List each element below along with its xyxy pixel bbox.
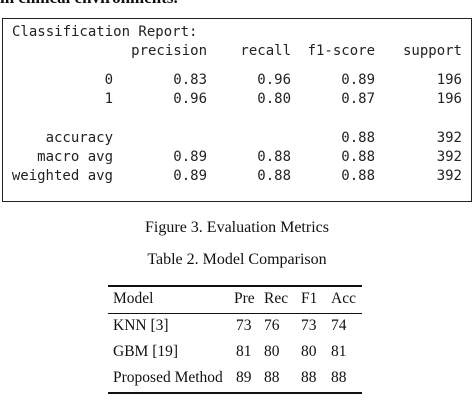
table-cell: 81 <box>331 343 347 360</box>
table-cell: 88 <box>331 369 347 386</box>
report-label: 1 <box>104 91 113 107</box>
report-cell: 0.96 <box>173 91 207 107</box>
report-cell: 0.88 <box>341 149 375 165</box>
table-header: Pre <box>234 290 255 307</box>
report-cell: 0.80 <box>257 91 291 107</box>
rule <box>108 285 362 287</box>
report-column: precision <box>131 43 207 59</box>
report-title: Classification Report: <box>12 24 198 40</box>
report-cell: 0.88 <box>341 168 375 184</box>
report-cell: 0.89 <box>173 168 207 184</box>
report-cell: 0.89 <box>173 149 207 165</box>
model-name: KNN [3] <box>113 317 169 334</box>
table-header: Model <box>113 290 154 307</box>
model-name: GBM [19] <box>113 343 179 360</box>
report-cell: 0.96 <box>257 72 291 88</box>
report-cell: 392 <box>436 168 462 184</box>
report-cell: 0.83 <box>173 72 207 88</box>
table-cell: 81 <box>236 343 252 360</box>
figure-caption: Figure 3. Evaluation Metrics <box>145 219 329 236</box>
table-header: F1 <box>301 290 318 307</box>
report-cell: 0.88 <box>341 130 375 146</box>
table-caption: Table 2. Model Comparison <box>147 251 327 268</box>
report-cell: 0.88 <box>257 149 291 165</box>
table-header: Rec <box>264 290 289 307</box>
report-cell: 392 <box>436 130 462 146</box>
report-column: support <box>402 43 462 59</box>
table-header: Acc <box>331 290 356 307</box>
table-cell: 76 <box>264 317 280 334</box>
table-cell: 74 <box>331 317 347 334</box>
report-cell: 196 <box>436 91 462 107</box>
report-cell: 196 <box>436 72 462 88</box>
report-label: accuracy <box>45 130 113 146</box>
table-cell: 73 <box>236 317 252 334</box>
report-column: f1-score <box>307 43 375 59</box>
report-box <box>2 18 472 202</box>
table-cell: 89 <box>236 369 252 386</box>
report-cell: 0.87 <box>341 91 375 107</box>
report-column: recall <box>240 43 291 59</box>
rule <box>108 313 362 314</box>
report-label: 0 <box>104 72 113 88</box>
report-cell: 0.89 <box>341 72 375 88</box>
report-label: weighted avg <box>11 168 113 184</box>
cut-text: in clinical environments. <box>0 0 178 8</box>
report-label: macro avg <box>37 149 113 165</box>
report-cell: 392 <box>436 149 462 165</box>
table-cell: 80 <box>264 343 280 360</box>
table-cell: 88 <box>301 369 317 386</box>
table-cell: 80 <box>301 343 317 360</box>
table-cell: 73 <box>301 317 317 334</box>
table-cell: 88 <box>264 369 280 386</box>
model-name: Proposed Method <box>113 369 223 386</box>
rule <box>108 392 362 394</box>
report-cell: 0.88 <box>257 168 291 184</box>
